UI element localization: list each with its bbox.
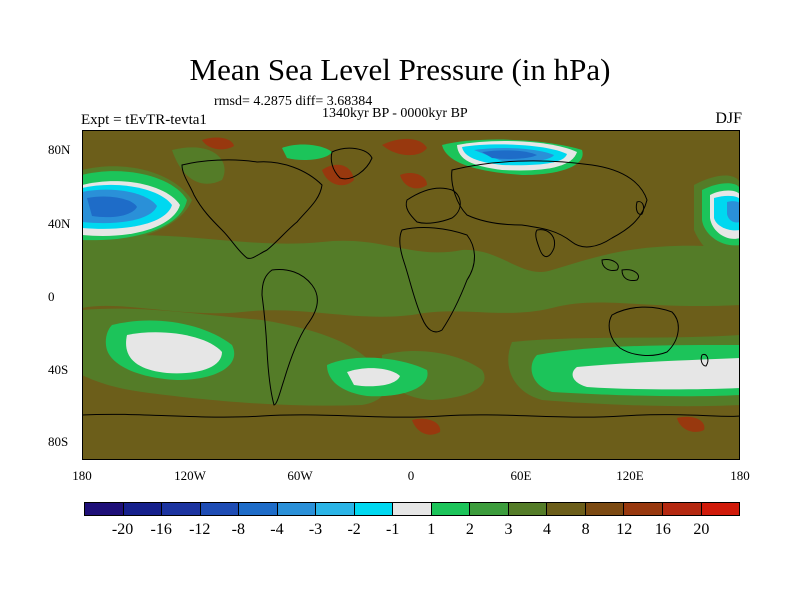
colorbar-swatch <box>239 503 278 515</box>
lon-label-0: 0 <box>407 468 415 483</box>
colorbar-tick-label: -12 <box>189 521 211 538</box>
time-period-label: 1340kyr BP - 0000kyr BP <box>322 106 468 121</box>
colorbar-tick-label: -1 <box>386 521 400 538</box>
colorbar-swatch <box>585 503 625 515</box>
colorbar-tick-label: 8 <box>581 521 590 538</box>
colorbar-tick-label: -4 <box>270 521 284 538</box>
colorbar-tick-label: 3 <box>504 521 513 538</box>
negative-anomaly-regions <box>82 144 740 231</box>
colorbar-tick-label: 16 <box>654 521 671 538</box>
lat-label-40s: 40S <box>48 362 69 377</box>
lat-label-40n: 40N <box>48 216 71 231</box>
colorbar-swatch <box>624 503 663 515</box>
colorbar-swatch <box>393 503 432 515</box>
colorbar-tick-label: 2 <box>465 521 474 538</box>
lon-label-120w: 120W <box>174 468 206 483</box>
plot-title: Mean Sea Level Pressure (in hPa) <box>189 52 611 87</box>
lon-label-180-right: 180 <box>730 468 750 483</box>
colorbar-tick-label: -2 <box>347 521 361 538</box>
colorbar-tick-label: -16 <box>150 521 172 538</box>
colorbar-swatch <box>85 503 124 515</box>
pressure-anomaly-map <box>82 130 740 460</box>
colorbar-swatch <box>123 503 163 515</box>
colorbar-tick-label: 12 <box>616 521 633 538</box>
experiment-label: Expt = tEvTR-tevta1 <box>81 112 207 128</box>
colorbar-tick-label: -3 <box>308 521 323 538</box>
positive-anomaly-regions <box>202 137 705 435</box>
colorbar-swatch <box>508 503 548 515</box>
colorbar-tick-label: 20 <box>693 521 710 538</box>
colorbar-swatch <box>470 503 509 515</box>
lat-label-0: 0 <box>48 289 55 304</box>
colorbar-swatch <box>431 503 471 515</box>
colorbar-tick-label: -20 <box>111 521 134 538</box>
lon-label-180-left: 180 <box>72 468 92 483</box>
colorbar-tick-label: -8 <box>231 521 245 538</box>
colorbar-swatch <box>316 503 355 515</box>
rmsd-diff-stats: rmsd= 4.2875 diff= 3.68384 <box>214 94 373 109</box>
colorbar-tick-label: 1 <box>427 521 436 538</box>
colorbar-swatch <box>354 503 394 515</box>
colorbar-swatch <box>662 503 702 515</box>
colorbar-swatch <box>277 503 317 515</box>
lat-label-80s: 80S <box>48 434 69 449</box>
lat-label-80n: 80N <box>48 142 71 157</box>
colorbar-swatch <box>547 503 586 515</box>
lon-label-60w: 60W <box>287 468 313 483</box>
coastlines <box>82 147 740 418</box>
colorbar-swatch <box>701 503 740 515</box>
colorbar-tick-label: 4 <box>543 521 552 538</box>
map-frame <box>82 130 740 460</box>
season-label: DJF <box>715 110 742 127</box>
colorbar <box>84 502 740 516</box>
colorbar-swatch <box>162 503 201 515</box>
colorbar-swatch <box>200 503 240 515</box>
lon-label-60e: 60E <box>510 468 532 483</box>
lon-label-120e: 120E <box>616 468 644 483</box>
